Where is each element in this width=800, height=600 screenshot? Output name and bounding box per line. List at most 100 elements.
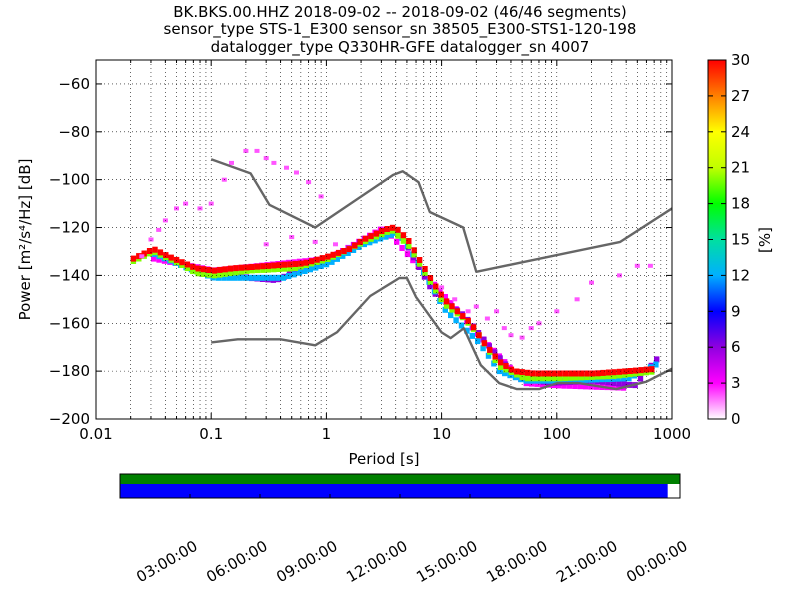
density-cell — [584, 370, 590, 377]
density-cell — [318, 263, 324, 269]
density-cell — [519, 374, 525, 381]
colorbar-tick-label: 12 — [731, 266, 750, 284]
density-cell — [508, 366, 515, 373]
density-cell — [534, 380, 540, 387]
density-cell — [253, 274, 259, 281]
colorbar: 0 3 6 9 12 15 18 21 24 27 30 [%] — [707, 51, 774, 428]
y-tick-label: −200 — [49, 410, 90, 428]
colorbar-tick-label: 0 — [731, 410, 741, 428]
outlier-cell — [148, 237, 154, 242]
density-cell — [421, 273, 428, 280]
density-cell — [200, 271, 207, 277]
density-cell — [611, 372, 617, 379]
colorbar-tick-label: 15 — [731, 231, 750, 249]
density-cell — [291, 271, 297, 278]
time-tick-label: 00:00:00 — [623, 537, 690, 586]
density-cell — [449, 303, 455, 310]
density-cell — [260, 263, 266, 270]
density-cell — [292, 265, 299, 271]
density-cell — [438, 291, 444, 298]
outlier-cell — [554, 309, 560, 314]
density-cell — [485, 352, 492, 359]
density-cell — [296, 269, 303, 276]
title-line-2: sensor_type STS-1_E300 sensor_sn 38505_E… — [163, 20, 637, 38]
density-cell — [383, 233, 389, 240]
y-tick-label: −160 — [49, 314, 90, 332]
density-cell — [443, 298, 450, 305]
density-cell — [377, 235, 384, 242]
density-cell — [254, 263, 261, 270]
density-cell — [524, 375, 531, 382]
outlier-cell — [452, 297, 458, 302]
density-cell — [179, 259, 185, 266]
density-cell — [152, 246, 158, 253]
y-tick-label: −180 — [49, 362, 90, 380]
density-cell — [578, 370, 585, 377]
outlier-cell — [294, 170, 299, 175]
density-cell — [464, 327, 470, 334]
density-cell — [238, 264, 245, 271]
density-cell — [276, 262, 282, 269]
density-cell — [616, 372, 623, 379]
plot-axes: 0.01 0.1 1 10 100 1000 −60 −80 −100 −120 −140 −160 −… — [16, 60, 691, 468]
outlier-cell — [647, 263, 653, 268]
density-cell — [265, 266, 272, 273]
density-cell — [578, 374, 585, 381]
density-cell — [437, 287, 443, 294]
density-cell — [492, 357, 498, 364]
density-cell — [442, 294, 448, 300]
outlier-cell — [284, 165, 289, 170]
density-cell — [340, 252, 346, 259]
density-cell — [627, 371, 633, 378]
y-tick-label: −100 — [49, 171, 90, 189]
title-line-1: BK.BKS.00.HHZ 2018-09-02 -- 2018-09-02 (… — [173, 3, 627, 21]
outlier-cell — [254, 148, 260, 153]
density-cell — [269, 274, 276, 281]
density-cell — [621, 381, 627, 388]
density-cell — [264, 274, 270, 281]
density-cell — [404, 251, 411, 258]
density-cell — [271, 262, 277, 269]
density-cell — [427, 278, 434, 285]
density-cell — [260, 266, 266, 273]
density-cell — [605, 379, 611, 386]
density-cell — [303, 259, 309, 266]
data-availability-bar — [120, 474, 680, 484]
density-cell — [616, 368, 623, 375]
density-cell — [649, 366, 655, 373]
x-tick-label: 1000 — [653, 425, 691, 443]
density-cell — [572, 383, 578, 389]
density-cell — [373, 230, 380, 237]
density-cell — [577, 383, 583, 390]
density-cell — [535, 375, 542, 382]
density-cell — [568, 370, 574, 377]
density-cell — [345, 250, 351, 256]
density-cell — [156, 256, 162, 263]
density-cell — [487, 346, 493, 353]
density-cell — [443, 302, 450, 309]
density-cell — [195, 270, 201, 277]
density-cell — [475, 338, 481, 345]
density-cell — [357, 238, 363, 245]
density-cell — [168, 254, 174, 261]
density-cell — [233, 265, 239, 272]
density-cell — [271, 266, 277, 273]
density-cell — [605, 373, 612, 380]
outlier-cell — [617, 273, 622, 278]
time-tick-label: 03:00:00 — [133, 537, 200, 586]
density-cell — [595, 370, 601, 377]
density-cell — [600, 369, 606, 376]
y-tick-label: −80 — [58, 123, 90, 141]
time-tick-label: 09:00:00 — [273, 537, 340, 586]
density-cell — [637, 375, 644, 382]
density-cell — [638, 367, 644, 374]
density-cell — [254, 267, 261, 274]
density-cell — [427, 283, 433, 290]
density-cell — [605, 369, 612, 376]
density-cell — [433, 283, 439, 290]
density-cell — [356, 244, 362, 250]
outlier-cell — [536, 321, 542, 326]
y-axis-label: Power [m²/s⁴/Hz] [dB] — [16, 159, 34, 321]
density-cell — [530, 375, 536, 382]
